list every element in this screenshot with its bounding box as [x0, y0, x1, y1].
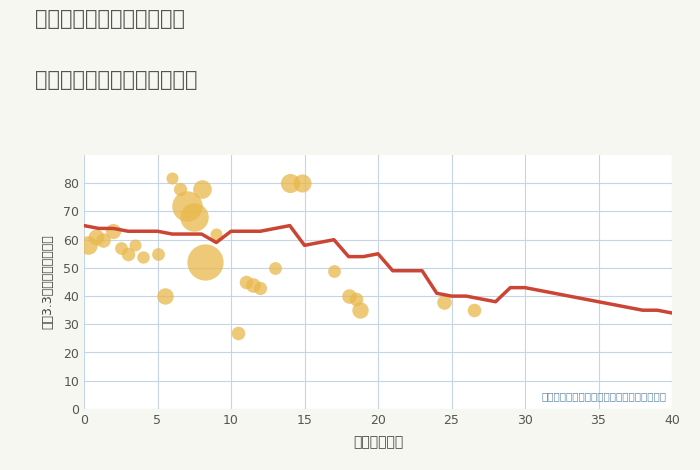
- Point: [181, 202, 193, 210]
- Point: [255, 284, 266, 291]
- Point: [199, 258, 210, 266]
- Point: [196, 185, 207, 193]
- Point: [90, 233, 101, 241]
- Point: [328, 267, 339, 274]
- Point: [174, 185, 185, 193]
- Y-axis label: 平（3.3㎡）単価（万円）: 平（3.3㎡）単価（万円）: [42, 235, 55, 329]
- Point: [211, 230, 222, 238]
- Point: [284, 180, 295, 187]
- Text: 築年数別中古マンション価格: 築年数別中古マンション価格: [35, 70, 197, 91]
- Point: [122, 250, 134, 258]
- Point: [167, 174, 178, 181]
- Point: [240, 278, 251, 286]
- Point: [97, 236, 108, 243]
- Text: 円の大きさは、取引のあった物件面積を示す: 円の大きさは、取引のあった物件面積を示す: [541, 392, 666, 401]
- X-axis label: 築年数（年）: 築年数（年）: [353, 435, 403, 449]
- Point: [152, 250, 163, 258]
- Point: [270, 264, 281, 272]
- Point: [248, 281, 259, 289]
- Point: [108, 227, 119, 235]
- Point: [468, 306, 479, 314]
- Text: 三重県松阪市嬉野須賀領町: 三重県松阪市嬉野須賀領町: [35, 9, 185, 30]
- Point: [343, 292, 354, 300]
- Point: [137, 253, 148, 260]
- Point: [355, 306, 366, 314]
- Point: [189, 213, 200, 221]
- Point: [130, 242, 141, 249]
- Point: [351, 295, 362, 303]
- Point: [83, 242, 94, 249]
- Point: [438, 298, 450, 306]
- Point: [160, 292, 171, 300]
- Point: [296, 180, 307, 187]
- Point: [232, 329, 244, 337]
- Point: [115, 244, 126, 252]
